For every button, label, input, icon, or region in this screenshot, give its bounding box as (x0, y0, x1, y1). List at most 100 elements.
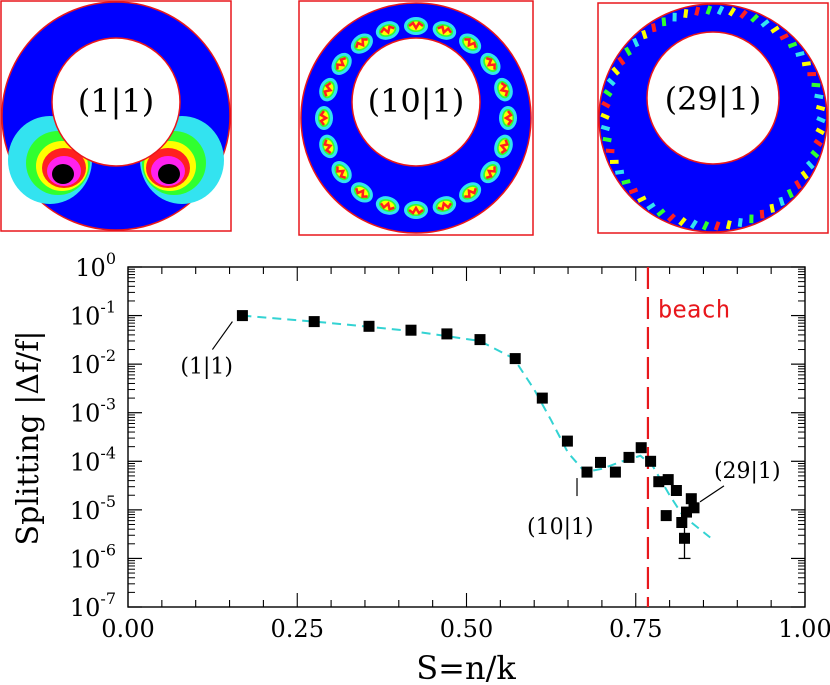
mode-fringe (600, 5, 826, 231)
data-point (660, 510, 672, 522)
y-tick-label: 10-1 (70, 298, 116, 331)
mode-blob (459, 182, 482, 203)
y-tick-exp: 0 (106, 249, 116, 268)
fringe-stripe (779, 33, 789, 41)
y-tick-exp: -6 (100, 540, 116, 559)
data-point (609, 466, 621, 478)
fringe-stripe (600, 124, 611, 132)
x-tick-label: 0.75 (609, 615, 662, 643)
inner-hole (51, 37, 181, 167)
fringe-stripe (770, 25, 780, 34)
fringe-stripe (694, 6, 701, 16)
panel-label: (1|1) (78, 82, 154, 120)
x-tick-label: 0.25 (271, 615, 324, 643)
data-point (509, 353, 521, 365)
y-tick-label: 10-5 (70, 492, 116, 525)
fringe-stripe (661, 17, 667, 27)
fringe-stripe (739, 9, 748, 20)
fringe-stripe (778, 196, 785, 207)
fringe-stripe (716, 5, 725, 16)
fringe-stripe (787, 41, 798, 49)
fringe-stripe (725, 220, 732, 230)
data-point (645, 455, 657, 467)
fringe-stripe (600, 112, 610, 120)
annotation-leader (211, 321, 233, 350)
fringe-stripe (615, 169, 625, 175)
y-tick-label: 10-7 (70, 589, 116, 622)
data-point (679, 532, 690, 544)
data-point (681, 506, 692, 518)
annotation-label: (10|1) (527, 515, 594, 540)
data-point (662, 474, 674, 486)
fringe-stripe (656, 208, 666, 217)
y-tick-label: 10-6 (70, 540, 116, 573)
y-tick-exp: -3 (100, 395, 116, 414)
beach-label: beach (658, 296, 730, 324)
mode-blob (350, 182, 373, 203)
fringe-stripe (801, 61, 811, 67)
annotation-label: (29|1) (714, 459, 781, 484)
y-tick-base: 10 (70, 448, 101, 476)
fringe-stripe (815, 104, 826, 112)
data-point (236, 310, 248, 322)
x-tick-label: 1.00 (778, 615, 830, 643)
y-tick-base: 10 (70, 545, 101, 573)
y-tick-base: 10 (70, 594, 101, 622)
data-point (595, 456, 606, 468)
fringe-stripe (632, 37, 640, 48)
fringe-stripe (811, 82, 821, 88)
fringe-stripe (605, 148, 615, 154)
mode-blob (480, 52, 501, 75)
fringe-stripe (816, 116, 826, 124)
mode-panel-10-1: (10|1) (298, 0, 534, 236)
y-tick-base: 10 (70, 497, 101, 525)
data-point (685, 493, 697, 505)
fringe-stripe (602, 136, 612, 143)
mode-blob (480, 161, 501, 184)
fringe-stripe (728, 7, 737, 17)
fringe-stripe (795, 50, 805, 58)
data-point (581, 466, 593, 478)
fringe-stripe (637, 195, 647, 203)
fringe-stripe (683, 8, 689, 19)
data-point (653, 476, 665, 488)
mode-panel-29-1: (29|1) (597, 2, 829, 234)
mode-blob (499, 106, 517, 130)
data-point (363, 320, 375, 332)
mode-blob (315, 106, 333, 130)
data-point (308, 316, 320, 328)
mode-blob (375, 21, 400, 40)
fringe-stripe (641, 29, 648, 40)
x-tick-label: 0.00 (101, 615, 154, 643)
data-point (561, 435, 573, 447)
mode-blob (319, 77, 338, 102)
annotation-label: (1|1) (180, 355, 233, 380)
mode-blob (432, 21, 457, 40)
y-tick-label: 10-3 (70, 395, 116, 428)
fringe-stripe (701, 220, 710, 231)
fringe-stripe (810, 149, 820, 159)
data-point (676, 517, 688, 528)
fringe-stripe (794, 179, 802, 190)
mode-blob (319, 134, 338, 159)
mode-blob (459, 33, 482, 54)
fringe-stripe (713, 221, 721, 231)
y-tick-label: 10-2 (70, 346, 116, 379)
y-tick-exp: -7 (100, 589, 116, 608)
mode-blob (331, 161, 352, 184)
data-point (474, 334, 486, 346)
y-tick-base: 10 (70, 303, 101, 331)
mode-blob (375, 196, 400, 215)
fringe-stripe (814, 93, 824, 100)
axis-ticks (127, 266, 806, 608)
fringe-stripe (815, 127, 825, 136)
data-point (536, 392, 548, 404)
fringe-stripe (737, 217, 743, 228)
mode-blob (404, 201, 428, 219)
fringe-stripe (601, 100, 611, 109)
y-tick-label: 10-4 (70, 443, 116, 476)
fringe-stripe (646, 202, 656, 211)
fringe-stripe (617, 56, 626, 66)
x-axis-label: S=n/k (416, 649, 516, 685)
